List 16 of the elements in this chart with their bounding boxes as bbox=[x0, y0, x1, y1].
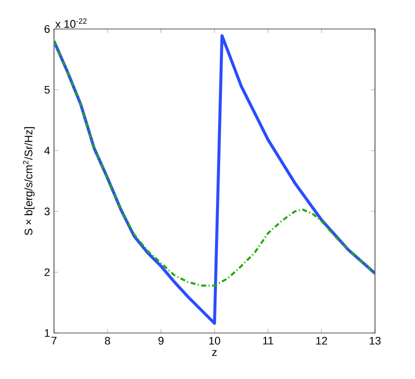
y-axis-title: S × b[erg/s/cm$^{2}$/Sr/Hz] bbox=[22, 127, 35, 236]
y-tick-label: 4 bbox=[44, 146, 50, 154]
x-tick-label: 13 bbox=[370, 336, 381, 345]
y-tick-label: 1 bbox=[44, 329, 50, 337]
y-tick-label: 3 bbox=[44, 208, 50, 216]
y-tick-label: 6 bbox=[44, 25, 50, 33]
x-tick-label: 9 bbox=[158, 336, 164, 345]
y-tick-label: 2 bbox=[44, 268, 50, 276]
x-tick-label: 11 bbox=[263, 336, 274, 344]
x-tick-label: 12 bbox=[316, 336, 328, 345]
x-axis-title: z bbox=[212, 350, 217, 356]
x-tick-label: 10 bbox=[209, 336, 220, 345]
x-tick-label: 7 bbox=[52, 336, 56, 344]
y-tick-label: 5 bbox=[44, 86, 50, 94]
text: x 10$^{-22}$ bbox=[55, 18, 87, 28]
x-tick-label: 8 bbox=[104, 336, 110, 345]
